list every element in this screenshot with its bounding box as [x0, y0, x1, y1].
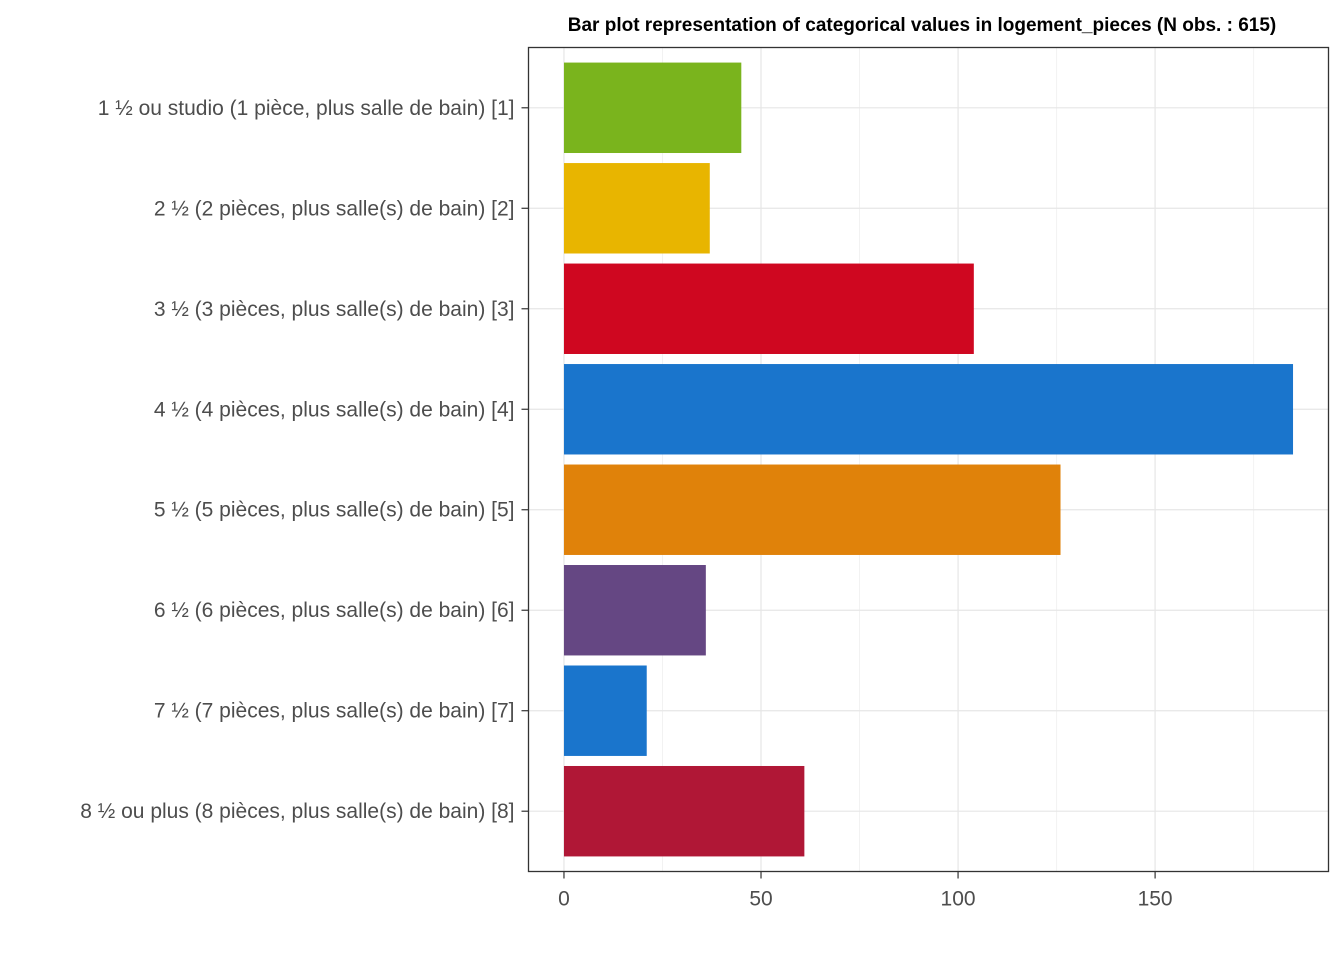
y-tick-label: 1 ½ ou studio (1 pièce, plus salle de ba…	[98, 97, 515, 120]
bar	[563, 665, 647, 756]
y-tick-label: 8 ½ ou plus (8 pièces, plus salle(s) de …	[80, 800, 514, 823]
plot-panel-border	[527, 46, 1330, 873]
bar	[563, 163, 710, 254]
bar	[563, 364, 1294, 455]
y-tick-label: 2 ½ (2 pièces, plus salle(s) de bain) [2…	[154, 197, 515, 220]
bars	[563, 62, 1294, 857]
x-axis: 0 50 100 150	[558, 871, 1173, 911]
x-tick-label: 50	[749, 888, 772, 911]
bar	[563, 464, 1061, 555]
bar	[563, 263, 974, 354]
chart-title: Bar plot representation of categorical v…	[568, 15, 1276, 36]
y-tick-label: 3 ½ (3 pièces, plus salle(s) de bain) [3…	[154, 298, 515, 321]
y-tick-label: 5 ½ (5 pièces, plus salle(s) de bain) [5…	[154, 499, 515, 522]
y-tick-label: 4 ½ (4 pièces, plus salle(s) de bain) [4…	[154, 398, 515, 421]
x-tick-label: 0	[558, 888, 570, 911]
y-axis: 1 ½ ou studio (1 pièce, plus salle de ba…	[80, 97, 529, 823]
bar	[563, 62, 742, 154]
y-tick-label: 7 ½ (7 pièces, plus salle(s) de bain) [7…	[154, 700, 515, 723]
x-tick-label: 150	[1138, 888, 1173, 911]
bar	[563, 765, 805, 857]
y-tick-label: 6 ½ (6 pièces, plus salle(s) de bain) [6…	[154, 599, 515, 622]
bar	[563, 565, 706, 656]
x-tick-label: 100	[941, 888, 976, 911]
